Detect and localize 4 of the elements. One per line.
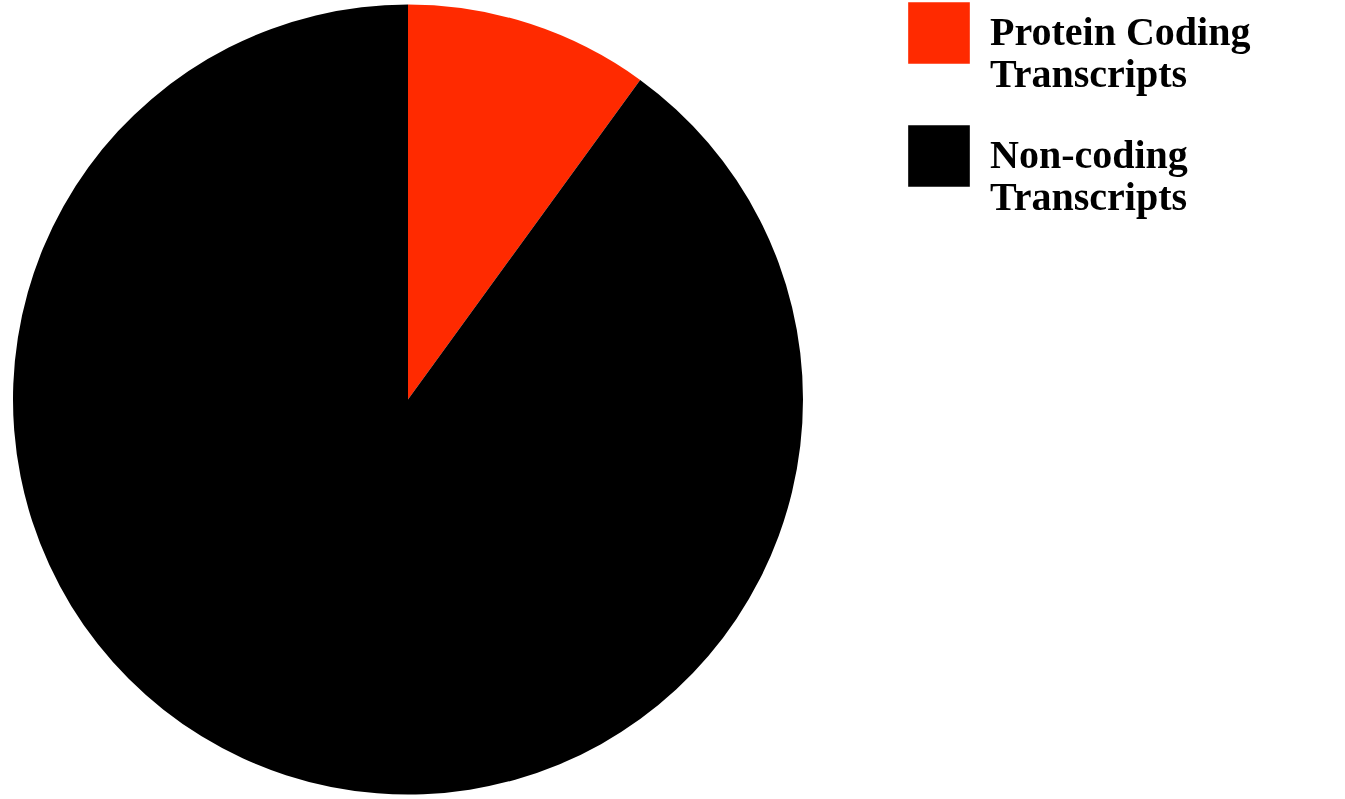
legend-label: Protein Coding Transcripts: [990, 9, 1251, 96]
pie-slice: [408, 4, 641, 400]
legend-label: Non-coding Transcripts: [990, 132, 1188, 219]
pie-slice: [13, 4, 803, 794]
